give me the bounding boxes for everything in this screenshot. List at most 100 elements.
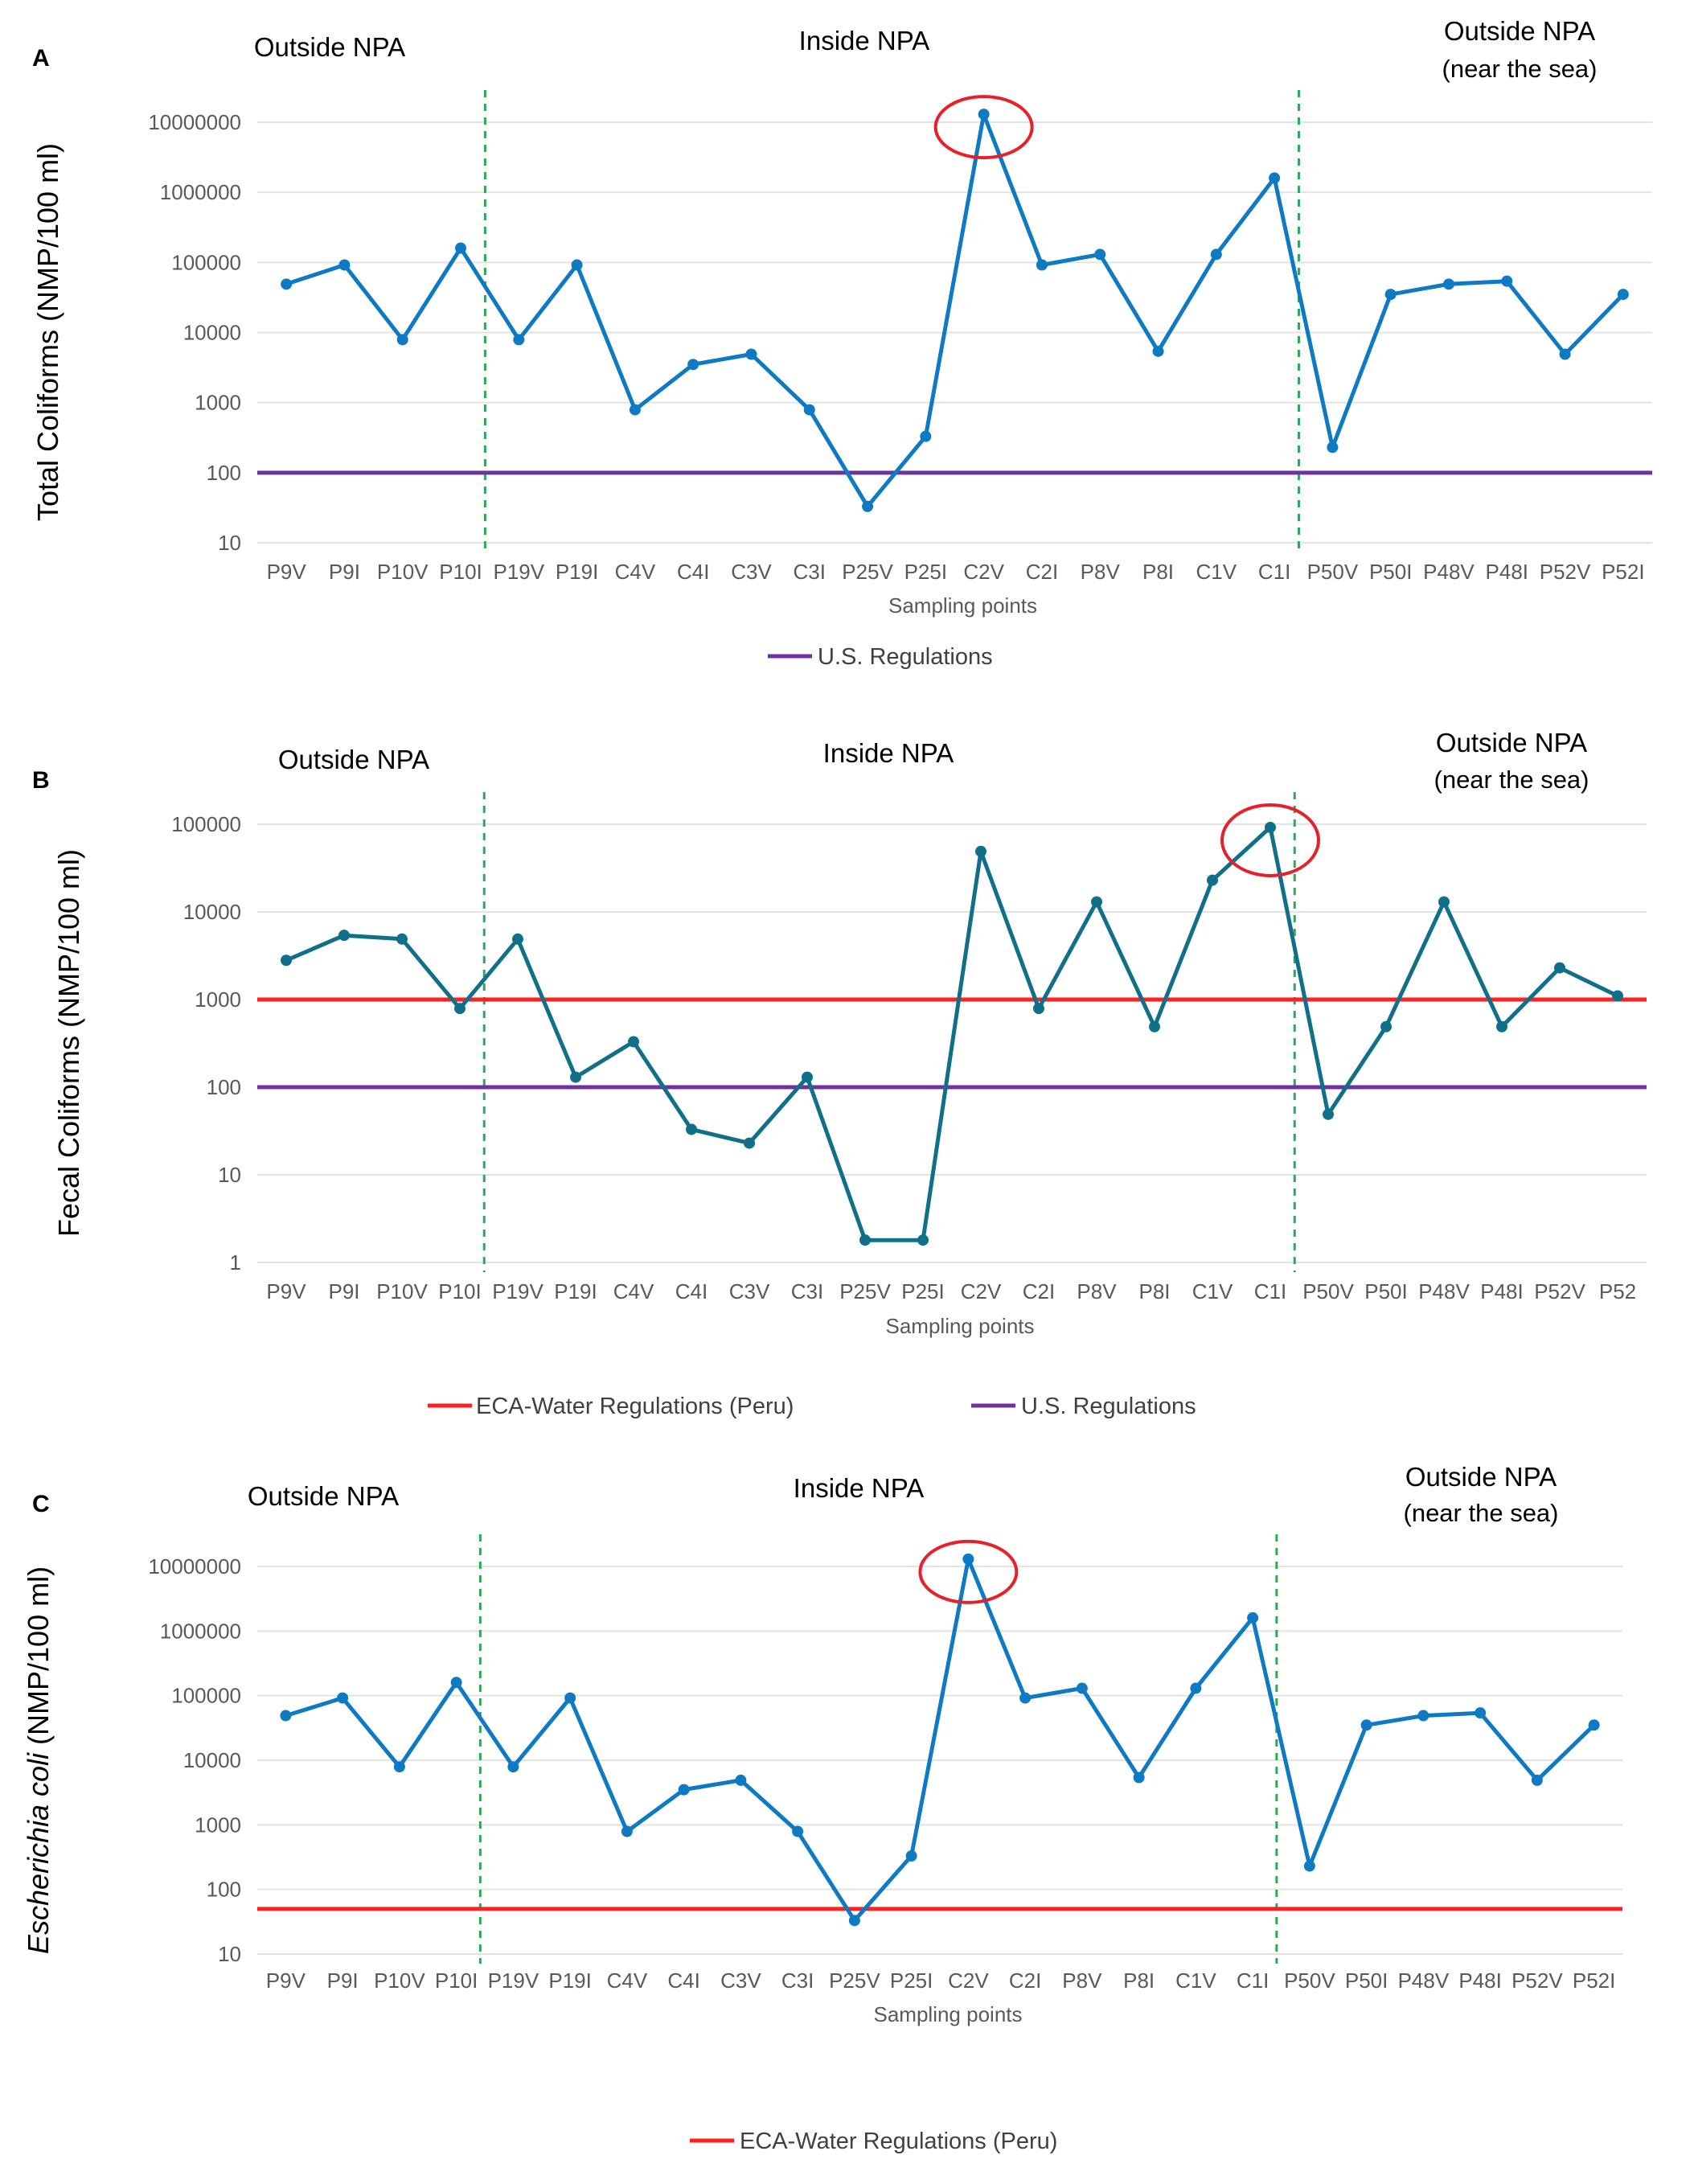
- data-point: [862, 500, 874, 512]
- x-axis-label: Sampling points: [874, 2002, 1023, 2026]
- x-tick-label: P9I: [329, 560, 360, 584]
- data-point: [1442, 278, 1454, 290]
- data-point: [1207, 874, 1218, 886]
- chart-panel-b: B 1 10 100 1000 10000 100000 P9V P9I P10V P10I P19V…: [32, 728, 1647, 1419]
- x-tick-label: C3I: [791, 1279, 823, 1303]
- x-tick-label: C2I: [1026, 560, 1058, 584]
- data-point: [686, 1123, 697, 1135]
- data-point: [1269, 172, 1281, 184]
- data-point: [859, 1234, 871, 1246]
- data-point: [1531, 1774, 1543, 1786]
- data-point: [621, 1825, 633, 1837]
- data-point: [1327, 441, 1339, 454]
- data-point: [920, 430, 932, 442]
- x-tick-label: C3V: [729, 1279, 770, 1303]
- data-point: [396, 933, 408, 945]
- x-tick-label: P48I: [1480, 1279, 1524, 1303]
- y-tick-label: 1000: [195, 987, 241, 1012]
- y-axis-label: Total Coliforms (NMP/100 ml): [31, 143, 64, 521]
- x-tick-label: P50V: [1307, 560, 1359, 584]
- data-point: [281, 278, 293, 290]
- x-tick-label: P52V: [1534, 1279, 1585, 1303]
- data-point: [975, 845, 986, 857]
- data-point: [564, 1692, 576, 1704]
- y-tick-label: 1: [230, 1250, 241, 1275]
- x-axis-label: Sampling points: [888, 593, 1037, 618]
- y-tick-label: 10000000: [148, 1554, 241, 1578]
- y-tick-label: 100000: [171, 812, 241, 836]
- y-axis-label-text: Fecal Coliforms (NMP/100 ml): [52, 849, 85, 1237]
- x-tick-label: P48I: [1458, 1968, 1502, 1993]
- data-point: [1496, 1020, 1507, 1032]
- region-label-inside: Inside NPA: [823, 738, 954, 768]
- x-tick-label: P52V: [1540, 560, 1591, 584]
- y-axis-label: Fecal Coliforms (NMP/100 ml): [52, 849, 85, 1237]
- data-point: [1360, 1719, 1372, 1731]
- x-tick-label: C3I: [794, 560, 826, 584]
- x-tick-label: P8I: [1142, 560, 1174, 584]
- data-point: [280, 1710, 292, 1722]
- y-axis-label-text: (NMP/100 ml): [22, 1566, 55, 1753]
- data-point: [1559, 348, 1571, 360]
- y-tick-label: 10: [218, 531, 241, 555]
- data-point: [570, 1071, 581, 1083]
- legend-label: ECA-Water Regulations (Peru): [740, 2129, 1057, 2154]
- data-point: [1475, 1707, 1487, 1719]
- data-point: [1036, 259, 1048, 271]
- y-tick-label: 100000: [171, 1684, 241, 1708]
- y-axis-label-text: Total Coliforms (NMP/100 ml): [31, 143, 64, 521]
- x-tick-label: P25I: [890, 1968, 933, 1993]
- x-tick-label: P52V: [1511, 1968, 1563, 1993]
- x-tick-label: C1V: [1192, 1279, 1233, 1303]
- x-tick-label: P19I: [556, 560, 599, 584]
- y-tick-label: 100: [207, 1878, 241, 1902]
- x-tick-label: P48V: [1398, 1968, 1450, 1993]
- data-point: [1380, 1020, 1392, 1032]
- region-label-near-sea: (near the sea): [1404, 1499, 1559, 1527]
- x-tick-label: C4V: [607, 1968, 648, 1993]
- x-tick-label: P10I: [439, 560, 482, 584]
- x-tick-label: C2I: [1009, 1968, 1041, 1993]
- x-tick-label: P50I: [1345, 1968, 1388, 1993]
- x-tick-label: P19I: [554, 1279, 597, 1303]
- data-point: [1152, 345, 1164, 357]
- series-line: [285, 112, 1625, 509]
- x-tick-label: P50I: [1369, 560, 1413, 584]
- data-point: [1265, 821, 1276, 833]
- data-point: [281, 954, 292, 967]
- y-tick-label: 1000: [195, 391, 241, 415]
- x-tick-label: P25I: [904, 560, 948, 584]
- x-tick-label: P8V: [1081, 560, 1121, 584]
- y-axis-label-italic: Escherichia coli: [22, 1752, 55, 1954]
- data-point: [629, 404, 641, 416]
- x-tick-label: P50V: [1284, 1968, 1335, 1993]
- x-axis-label: Sampling points: [886, 1314, 1035, 1338]
- data-point: [450, 1677, 462, 1689]
- region-label-outside-sea: Outside NPA: [1405, 1462, 1557, 1492]
- x-tick-label: P8I: [1123, 1968, 1155, 1993]
- y-tick-label: 10000: [183, 321, 241, 345]
- y-tick-label: 10000: [183, 900, 241, 924]
- x-tick-label: C1V: [1175, 1968, 1216, 1993]
- x-tick-label: C4I: [667, 1968, 699, 1993]
- data-point: [687, 359, 699, 371]
- data-point: [1190, 1682, 1202, 1694]
- x-tick-label: P19I: [548, 1968, 592, 1993]
- x-tick-label: C2I: [1023, 1279, 1055, 1303]
- legend-label: U.S. Regulations: [1021, 1394, 1196, 1419]
- highlight-circle: [1220, 803, 1320, 877]
- y-tick-label: 100: [207, 1075, 241, 1099]
- y-tick-label: 1000000: [160, 1619, 241, 1643]
- x-tick-label: P50I: [1364, 1279, 1408, 1303]
- x-tick-label: P19V: [494, 560, 545, 584]
- x-tick-label: P10V: [376, 1279, 428, 1303]
- data-point: [393, 1761, 405, 1773]
- series-line: [285, 1557, 1596, 1923]
- x-tick-label: P48V: [1423, 560, 1475, 584]
- x-tick-label: C2V: [961, 1279, 1002, 1303]
- data-point: [1303, 1860, 1315, 1872]
- x-tick-label: P9V: [267, 560, 307, 584]
- data-point: [628, 1036, 639, 1048]
- data-point: [848, 1915, 860, 1927]
